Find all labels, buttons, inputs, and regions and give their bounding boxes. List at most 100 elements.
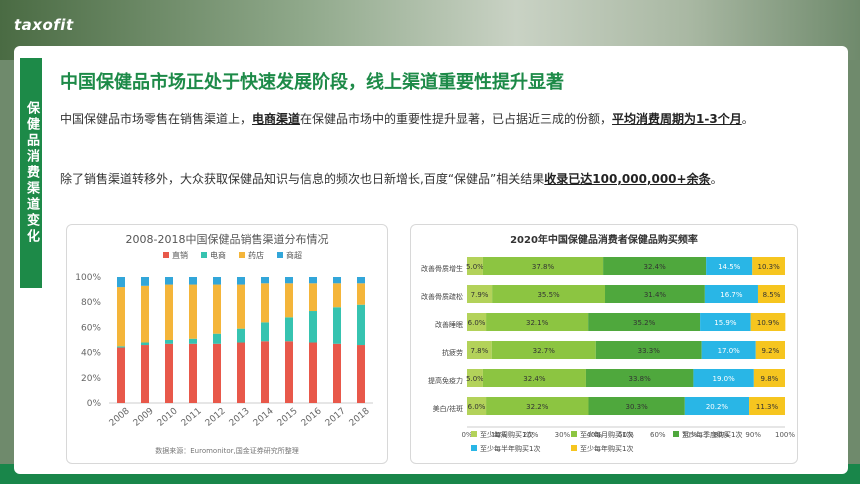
chart2-bar-3-4 [755, 341, 785, 359]
chart2-bar-4-1 [482, 369, 586, 387]
chart2-legend-label-3: 至少每半年购买1次 [480, 444, 540, 453]
chart2-data-label-0-1: 37.8% [532, 263, 555, 271]
chart1-bar-2013-3 [237, 277, 245, 285]
chart2-data-label-2-3: 15.9% [714, 319, 737, 327]
para1-highlight-ecommerce: 电商渠道 [252, 112, 301, 126]
chart1-bar-2011-2 [189, 284, 197, 339]
chart1-bar-2010-3 [165, 277, 173, 285]
chart2-category-0: 改善骨质增生 [421, 264, 463, 273]
chart2-data-label-3-0: 7.8% [471, 347, 489, 355]
para1-text-e: 。 [741, 112, 754, 126]
chart2-legend-swatch-0 [471, 431, 477, 437]
chart1-bar-2014-3 [261, 277, 269, 284]
para2-highlight-count: 收录已达100,000,000+余条 [544, 172, 711, 186]
chart2-data-label-3-2: 33.3% [638, 347, 661, 355]
chart2-data-label-0-0: 5.0% [466, 263, 484, 271]
chart2-data-label-2-2: 35.2% [633, 319, 656, 327]
chart1-bar-2009-1 [141, 342, 149, 346]
chart1-bar-2012-3 [213, 277, 221, 285]
para1-highlight-cycle: 平均消费周期为1-3个月 [612, 112, 742, 126]
chart1-bar-2008-0 [117, 347, 125, 403]
chart1-ytick-4: 80% [81, 298, 101, 308]
page-title: 中国保健品市场正处于快速发展阶段，线上渠道重要性提升显著 [60, 72, 564, 93]
chart1-bar-2015-1 [285, 317, 293, 342]
chart2-legend-swatch-4 [571, 445, 577, 451]
chart2-xtick-10: 100% [775, 431, 795, 439]
chart2-bar-2-3 [700, 313, 751, 331]
chart1-ytick-0: 0% [87, 399, 102, 409]
chart2-bar-1-0 [467, 285, 493, 303]
chart1-legend-swatch-3 [277, 252, 283, 258]
chart2-data-label-2-1: 32.1% [526, 319, 549, 327]
chart1-xtick-8: 2016 [300, 406, 324, 429]
chart2-legend-swatch-2 [673, 431, 679, 437]
chart2-xtick-9: 90% [745, 431, 761, 439]
chart1-ytick-5: 100% [75, 273, 101, 283]
chart2-bar-2-2 [588, 313, 701, 331]
chart1-legend-label-2: 药店 [248, 250, 264, 260]
chart1-xtick-5: 2013 [228, 406, 252, 428]
chart2-legend-label-0: 至少每周购买1次 [480, 430, 533, 439]
chart2-bar-3-2 [595, 341, 702, 359]
chart1-bar-2017-2 [333, 283, 341, 308]
chart2-category-1: 改善骨质疏松 [421, 292, 463, 301]
chart1-bar-2008-2 [117, 287, 125, 347]
chart1-xtick-9: 2017 [324, 406, 348, 428]
chart1-bar-2009-2 [141, 285, 149, 343]
chart2-bar-4-2 [585, 369, 694, 387]
chart2-xtick-1: 10% [491, 431, 507, 439]
chart2-data-label-1-0: 7.9% [471, 291, 489, 299]
chart1-bar-2016-2 [309, 283, 317, 312]
chart2-bar-5-4 [749, 397, 785, 415]
chart2-xtick-6: 60% [650, 431, 666, 439]
chart1-bar-2013-0 [237, 342, 245, 403]
chart2-bar-1-3 [704, 285, 758, 303]
chart2-data-label-5-0: 6.0% [468, 403, 486, 411]
chart1-bar-2015-2 [285, 283, 293, 318]
chart2-xtick-7: 70% [682, 431, 698, 439]
chart2-bar-5-2 [588, 397, 685, 415]
chart1-title: 2008-2018中国保健品销售渠道分布情况 [126, 232, 329, 246]
chart2-data-label-3-1: 32.7% [533, 347, 556, 355]
chart2-xtick-2: 20% [523, 431, 539, 439]
chart2-data-label-0-4: 10.3% [757, 263, 780, 271]
chart1-bar-2011-0 [189, 343, 197, 403]
chart2-data-label-4-2: 33.8% [629, 375, 652, 383]
chart1-bar-2008-3 [117, 277, 125, 288]
chart2-legend-swatch-1 [571, 431, 577, 437]
chart1-xtick-2: 2010 [156, 406, 180, 429]
chart2-bar-4-3 [693, 369, 754, 387]
chart2-category-2: 改善睡眠 [435, 320, 463, 329]
para2-text-a: 除了销售渠道转移外，大众获取保健品知识与信息的频次也日新增长,百度“保健品”相关… [60, 172, 545, 186]
chart2-bar-2-1 [486, 313, 589, 331]
chart1-xtick-1: 2009 [132, 406, 156, 429]
chart2-data-label-2-4: 10.9% [757, 319, 780, 327]
chart2-data-label-5-4: 11.3% [756, 403, 779, 411]
chart2-category-5: 美白/祛斑 [433, 404, 463, 413]
chart2-legend-label-4: 至少每年购买1次 [580, 444, 633, 453]
para1-text-a: 中国保健品市场零售在销售渠道上， [60, 112, 253, 126]
chart2-xtick-0: 0% [461, 431, 472, 439]
chart2-data-label-4-0: 5.0% [466, 375, 484, 383]
chart1-legend-swatch-2 [239, 252, 245, 258]
chart1-bar-2010-1 [165, 340, 173, 344]
chart2-bar-1-2 [605, 285, 705, 303]
purchase-frequency-chart: 2020年中国保健品消费者保健品购买频率 改善骨质增生 5.0% 37.8% 32.4%… [410, 224, 798, 464]
chart1-bar-2018-0 [357, 345, 365, 403]
chart2-bar-3-0 [467, 341, 492, 359]
chart1-bar-2015-0 [285, 341, 293, 403]
chart1-bar-2012-0 [213, 343, 221, 403]
chart2-bar-5-3 [684, 397, 750, 415]
chart2-bar-3-1 [491, 341, 596, 359]
chart1-xtick-4: 2012 [204, 406, 228, 428]
paragraph-1: 中国保健品市场零售在销售渠道上，电商渠道在保健品市场中的重要性提升显著，已占据近… [60, 110, 754, 127]
chart1-legend-label-0: 直销 [172, 250, 188, 260]
chart1-bar-2011-1 [189, 338, 197, 344]
chart2-bar-0-1 [482, 257, 604, 275]
chart2-xtick-3: 30% [555, 431, 571, 439]
chart1-bar-2018-1 [357, 304, 365, 346]
chart1-ytick-1: 20% [81, 374, 101, 384]
chart2-data-label-3-3: 17.0% [718, 347, 741, 355]
chart2-legend-label-2: 至少每季度购买1次 [682, 430, 742, 439]
